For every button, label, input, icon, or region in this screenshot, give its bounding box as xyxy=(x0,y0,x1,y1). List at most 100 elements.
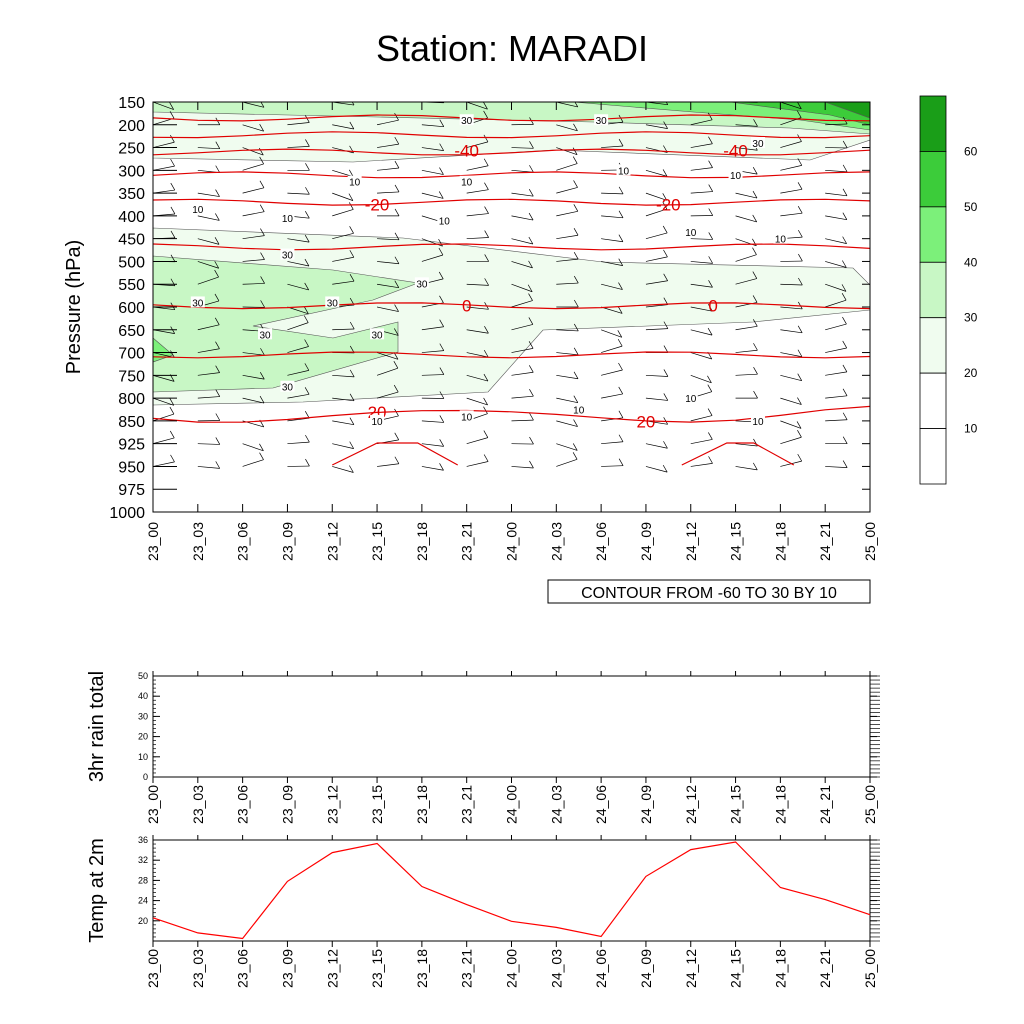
wind-barb-feather xyxy=(483,110,488,119)
wind-barb-feather xyxy=(841,293,847,301)
y-axis-label: 3hr rain total xyxy=(86,671,108,782)
wind-barb-feather xyxy=(842,436,848,444)
wind-barb xyxy=(511,283,533,293)
wind-barb xyxy=(780,397,802,405)
contour-label-bg xyxy=(571,403,586,415)
wind-barb xyxy=(556,234,579,240)
wind-barb-feather xyxy=(842,188,848,196)
wind-barb-feather xyxy=(304,411,310,419)
wind-barb xyxy=(197,372,220,376)
wind-barb-feather xyxy=(887,419,891,426)
wind-barb xyxy=(690,191,713,194)
x-tick-label: 24_00 xyxy=(504,522,520,561)
wind-barb xyxy=(690,375,712,384)
wind-barb-feather xyxy=(708,136,713,144)
wind-barb xyxy=(601,283,623,290)
wind-barb xyxy=(869,375,870,376)
wind-barb-feather xyxy=(304,282,309,291)
wind-barb-feather xyxy=(303,315,309,323)
wind-barb-feather xyxy=(618,434,624,442)
x-tick-label: 24_00 xyxy=(504,785,520,824)
wind-barb-feather xyxy=(665,102,669,105)
wind-barb-feather xyxy=(394,280,400,288)
wind-barb-feather xyxy=(753,390,758,399)
wind-barb xyxy=(601,215,624,219)
x-tick-label: 24_21 xyxy=(817,785,833,824)
wind-barb xyxy=(735,124,758,127)
y-tick-label: 50 xyxy=(138,671,148,681)
wind-barb xyxy=(511,261,533,269)
contour-label-bg xyxy=(370,414,385,426)
wind-barb xyxy=(421,192,444,199)
wind-barb xyxy=(869,283,870,285)
shaded-region-4 xyxy=(824,102,870,119)
wind-barb-feather xyxy=(260,300,265,308)
wind-barb-feather xyxy=(662,201,668,210)
wind-barb-feather xyxy=(888,252,892,259)
wind-barb-feather xyxy=(259,443,264,452)
wind-barb-feather xyxy=(752,247,757,255)
y-tick-label: 750 xyxy=(118,368,145,385)
wind-barb-feather xyxy=(529,141,534,149)
wind-barb-feather xyxy=(349,273,355,282)
x-tick-label: 23_03 xyxy=(190,785,206,824)
wind-barb xyxy=(332,374,355,378)
x-tick-label: 23_18 xyxy=(414,522,430,561)
wind-barb-feather xyxy=(841,284,847,292)
wind-barb-feather xyxy=(484,230,489,238)
wind-barb xyxy=(825,215,847,221)
wind-barb-feather xyxy=(215,389,221,397)
wind-barb-feather xyxy=(573,347,579,356)
x-tick-label: 23_03 xyxy=(190,522,206,561)
x-tick-label: 24_18 xyxy=(772,949,788,988)
wind-barb-feather xyxy=(483,158,489,166)
contour-label-bg xyxy=(773,232,788,244)
wind-barb xyxy=(556,420,578,427)
x-tick-label: 24_09 xyxy=(638,949,654,988)
wind-barb-feather xyxy=(305,187,310,195)
x-tick-label: 24_21 xyxy=(817,949,833,988)
wind-barb-feather xyxy=(707,384,713,392)
wind-barb-feather xyxy=(215,117,221,125)
colorbar-label: 50 xyxy=(964,200,978,214)
wind-barb-feather xyxy=(215,213,220,221)
wind-barb xyxy=(332,102,355,106)
temp-contour-0 xyxy=(153,302,870,310)
contour-note-box xyxy=(547,579,871,604)
contour-label-bg xyxy=(280,212,295,224)
wind-barb xyxy=(242,283,265,285)
contour-label-bg xyxy=(258,328,273,340)
wind-barb-feather xyxy=(572,147,578,155)
x-tick-label: 24_09 xyxy=(638,785,654,824)
wind-barb xyxy=(332,256,354,262)
wind-barb-feather xyxy=(752,166,758,175)
wind-barb-feather xyxy=(663,393,669,401)
wind-barb-feather xyxy=(394,184,400,193)
wind-barb-feather xyxy=(394,256,400,264)
wind-barb-feather xyxy=(483,373,489,382)
wind-barb xyxy=(287,441,310,445)
x-tick-label: 24_09 xyxy=(638,522,654,561)
wind-barb xyxy=(466,237,489,240)
wind-barb xyxy=(645,304,668,308)
wind-barb-feather xyxy=(394,89,398,96)
wind-barb xyxy=(869,147,870,148)
wind-barb xyxy=(511,348,534,353)
wind-barb xyxy=(690,261,713,264)
wind-barb-feather xyxy=(305,434,310,443)
y-tick-label: 32 xyxy=(138,855,148,865)
wind-barb xyxy=(825,123,848,126)
colorbar: 60 50 40 30 20 10 xyxy=(919,95,978,485)
x-tick-label: 23_15 xyxy=(369,522,385,561)
wind-barb-feather xyxy=(752,462,758,471)
wind-barb-feather xyxy=(170,350,175,358)
wind-barb xyxy=(287,102,290,103)
x-tick-label: 23_21 xyxy=(459,522,475,561)
wind-barb xyxy=(197,147,220,150)
wind-barb xyxy=(825,238,847,244)
wind-barb-feather xyxy=(439,167,444,175)
wind-barb xyxy=(735,466,758,471)
wind-barb-feather xyxy=(349,417,355,425)
wind-barb-feather xyxy=(215,341,220,349)
wind-barb-feather xyxy=(305,139,310,147)
